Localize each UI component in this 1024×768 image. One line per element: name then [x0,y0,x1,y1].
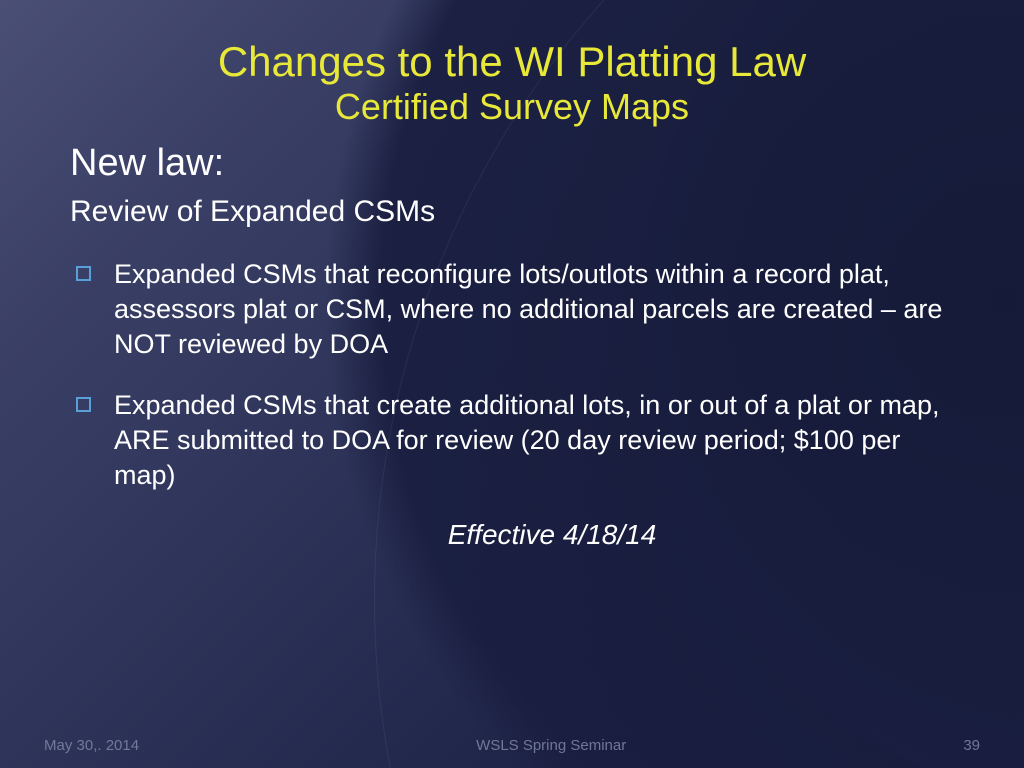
footer-page: 39 [963,737,980,754]
heading-new-law: New law: [70,142,954,185]
title-sub: Certified Survey Maps [70,86,954,127]
bullet-square-icon [76,397,91,412]
bullet-text: Expanded CSMs that create additional lot… [114,390,939,490]
bullet-item: Expanded CSMs that create additional lot… [74,388,954,493]
bullet-square-icon [76,266,91,281]
bullet-item: Expanded CSMs that reconfigure lots/outl… [74,257,954,362]
bullet-list: Expanded CSMs that reconfigure lots/outl… [70,257,954,494]
slide-footer: May 30,. 2014 WSLS Spring Seminar 39 [0,737,1024,754]
bullet-text: Expanded CSMs that reconfigure lots/outl… [114,259,942,359]
title-main: Changes to the WI Platting Law [70,38,954,86]
heading-review: Review of Expanded CSMs [70,195,954,229]
slide-content: Changes to the WI Platting Law Certified… [0,0,1024,768]
slide-title-block: Changes to the WI Platting Law Certified… [70,38,954,128]
footer-date: May 30,. 2014 [44,737,139,754]
footer-center: WSLS Spring Seminar [476,737,626,754]
effective-date: Effective 4/18/14 [70,519,954,551]
